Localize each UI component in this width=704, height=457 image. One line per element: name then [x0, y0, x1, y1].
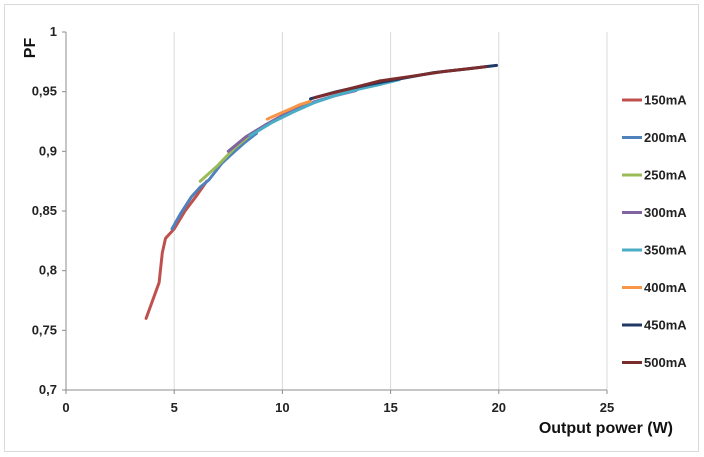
- x-tick-label: 25: [600, 400, 614, 415]
- legend-label-500mA: 500mA: [644, 355, 687, 370]
- series-line-150mA: [144, 179, 209, 320]
- y-tick-label: 0,7: [39, 382, 57, 397]
- y-tick-label: 1: [50, 24, 57, 39]
- chart-frame: [4, 4, 699, 452]
- series-lines: [144, 63, 499, 320]
- x-axis-title: Output power (W): [539, 420, 673, 437]
- y-tick-label: 0,95: [32, 84, 57, 99]
- legend-label-250mA: 250mA: [644, 168, 687, 183]
- series-line-400mA: [265, 99, 312, 121]
- y-tick-labels: 0,7 0,75 0,8 0,85 0,9 0,95 1: [32, 24, 66, 397]
- legend: 150mA 200mA 250mA 300mA 350mA 400mA 450mA 500mA: [622, 93, 687, 370]
- axes: [65, 32, 607, 391]
- series-line-500mA: [313, 65, 488, 100]
- y-tick-label: 0,85: [32, 203, 57, 218]
- series-line-200mA: [170, 131, 258, 231]
- y-tick-label: 0,8: [39, 263, 57, 278]
- y-tick-label: 0,9: [39, 143, 57, 158]
- x-tick-label: 15: [383, 400, 397, 415]
- series-line-350mA: [248, 78, 401, 138]
- gridlines: [173, 32, 608, 390]
- legend-label-150mA: 150mA: [644, 93, 687, 108]
- legend-label-450mA: 450mA: [644, 318, 687, 333]
- y-axis-title: PF: [22, 38, 39, 59]
- legend-label-200mA: 200mA: [644, 130, 687, 145]
- legend-label-400mA: 400mA: [644, 280, 687, 295]
- x-tick-labels: 0 5 10 15 20 25: [62, 390, 614, 415]
- x-tick-label: 10: [275, 400, 289, 415]
- y-tick-label: 0,75: [32, 322, 57, 337]
- legend-label-300mA: 300mA: [644, 205, 687, 220]
- x-tick-label: 0: [62, 400, 69, 415]
- legend-label-350mA: 350mA: [644, 243, 687, 258]
- x-tick-label: 5: [171, 400, 178, 415]
- x-tick-label: 20: [492, 400, 506, 415]
